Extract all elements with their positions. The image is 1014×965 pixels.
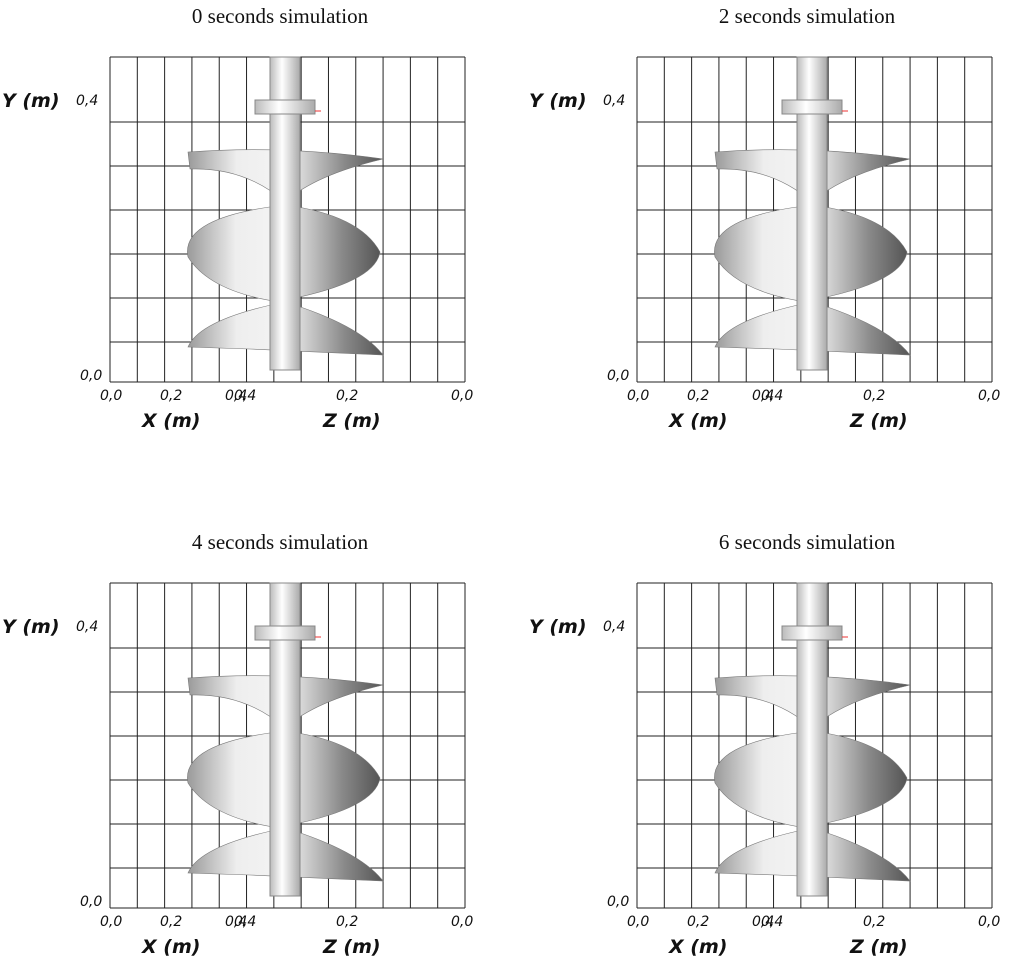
y-tick-label: 0,4 [603, 93, 625, 109]
panel-title: 0 seconds simulation [192, 4, 369, 28]
z-tick-label: 0,0 [451, 388, 473, 404]
z-axis-label: Z (m) [322, 936, 381, 958]
x-tick-label: 0,2 [687, 914, 709, 930]
z-tick-label: 0,4 [761, 388, 783, 404]
z-tick-label: 0,4 [234, 388, 256, 404]
figure: 0 seconds simulation Y (m) 0,4 0,0 0,0 0,2 0,4… [0, 0, 1014, 965]
collar [782, 100, 842, 114]
x-tick-label: 0,2 [160, 914, 182, 930]
x-axis-label: X (m) [668, 410, 727, 432]
y-axis-label: Y (m) [529, 90, 587, 112]
x-axis-label: X (m) [668, 936, 727, 958]
y-axis-label: Y (m) [529, 616, 587, 638]
x-axis-label: X (m) [141, 936, 200, 958]
collar [255, 100, 315, 114]
x-axis-label: X (m) [141, 410, 200, 432]
x-tick-label: 0,0 [627, 388, 649, 404]
panel-title: 6 seconds simulation [719, 530, 896, 554]
collar [782, 626, 842, 640]
z-tick-label: 0,0 [978, 388, 1000, 404]
y-tick-label: 0,4 [76, 93, 98, 109]
y-tick-label: 0,0 [607, 368, 629, 384]
z-tick-label: 0,2 [863, 388, 885, 404]
z-tick-label: 0,0 [451, 914, 473, 930]
x-tick-label: 0,2 [687, 388, 709, 404]
y-axis-label: Y (m) [2, 616, 60, 638]
z-tick-label: 0,2 [336, 388, 358, 404]
z-tick-label: 0,2 [863, 914, 885, 930]
x-tick-label: 0,0 [100, 388, 122, 404]
y-tick-label: 0,0 [80, 894, 102, 910]
y-tick-label: 0,4 [76, 619, 98, 635]
z-axis-label: Z (m) [322, 410, 381, 432]
z-tick-label: 0,2 [336, 914, 358, 930]
collar [255, 626, 315, 640]
z-axis-label: Z (m) [849, 936, 908, 958]
y-tick-label: 0,0 [607, 894, 629, 910]
panel-title: 4 seconds simulation [192, 530, 369, 554]
z-tick-label: 0,0 [978, 914, 1000, 930]
z-tick-label: 0,4 [234, 914, 256, 930]
y-axis-label: Y (m) [2, 90, 60, 112]
x-tick-label: 0,0 [627, 914, 649, 930]
panel-title: 2 seconds simulation [719, 4, 896, 28]
z-axis-label: Z (m) [849, 410, 908, 432]
x-tick-label: 0,2 [160, 388, 182, 404]
y-tick-label: 0,0 [80, 368, 102, 384]
x-tick-label: 0,0 [100, 914, 122, 930]
y-tick-label: 0,4 [603, 619, 625, 635]
z-tick-label: 0,4 [761, 914, 783, 930]
